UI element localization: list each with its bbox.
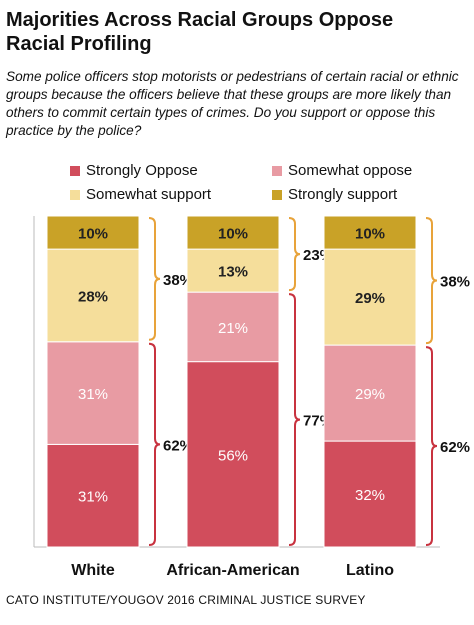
support-total-label: 38% — [440, 274, 470, 291]
data-label: 31% — [78, 489, 108, 506]
legend-label: Somewhat support — [86, 186, 212, 203]
bar-segment-strongly-oppose — [46, 443, 140, 548]
x-tick-label: African-American — [166, 562, 299, 579]
data-label: 29% — [355, 290, 385, 307]
data-label: 10% — [78, 226, 108, 243]
bar-segment-somewhat-support — [46, 248, 140, 343]
legend: Strongly Oppose Somewhat oppose Somewhat… — [70, 162, 450, 210]
oppose-total-label: 62% — [163, 437, 193, 454]
support-bracket — [148, 217, 161, 341]
support-total-label: 38% — [163, 272, 193, 289]
bar-segment-somewhat-oppose — [323, 344, 417, 442]
bar-segment-strongly-support — [186, 215, 280, 250]
title-line-1: Majorities Across Racial Groups Oppose — [6, 9, 394, 31]
oppose-bracket — [148, 342, 161, 546]
data-label: 10% — [218, 226, 248, 243]
bar-segment-somewhat-oppose — [46, 341, 140, 445]
bar-segment-strongly-support — [46, 215, 140, 250]
source-note: CATO INSTITUTE/YOUGOV 2016 CRIMINAL JUST… — [6, 593, 366, 607]
data-label: 28% — [78, 288, 108, 305]
bar-segment-strongly-oppose — [186, 361, 280, 548]
bar-segment-somewhat-oppose — [186, 291, 280, 363]
oppose-total-label: 62% — [440, 439, 470, 456]
survey-question: Some police officers stop motorists or p… — [6, 69, 459, 138]
title-line-2: Racial Profiling — [6, 33, 152, 55]
data-label: 31% — [78, 386, 108, 403]
bar-segment-somewhat-support — [323, 248, 417, 346]
bar-segment-strongly-support — [323, 215, 417, 250]
data-label: 10% — [355, 226, 385, 243]
legend-swatch — [272, 190, 282, 200]
x-tick-label: Latino — [346, 562, 394, 579]
data-label: 29% — [355, 386, 385, 403]
legend-swatch — [70, 166, 80, 176]
bar-segment-strongly-oppose — [323, 440, 417, 548]
support-bracket — [288, 217, 301, 292]
legend-swatch — [70, 190, 80, 200]
data-label: 56% — [218, 447, 248, 464]
legend-label: Strongly support — [288, 186, 398, 203]
x-tick-label: White — [71, 562, 115, 579]
data-label: 32% — [355, 487, 385, 504]
data-label: 21% — [218, 320, 248, 337]
data-label: 13% — [218, 264, 248, 281]
legend-label: Strongly Oppose — [86, 162, 198, 179]
oppose-bracket — [425, 346, 438, 546]
chart-title: Majorities Across Racial Groups Oppose R… — [6, 8, 446, 56]
legend-label: Somewhat oppose — [288, 162, 413, 179]
legend-swatch — [272, 166, 282, 176]
bar-segment-somewhat-support — [186, 248, 280, 293]
support-bracket — [425, 217, 438, 345]
oppose-bracket — [288, 293, 301, 546]
